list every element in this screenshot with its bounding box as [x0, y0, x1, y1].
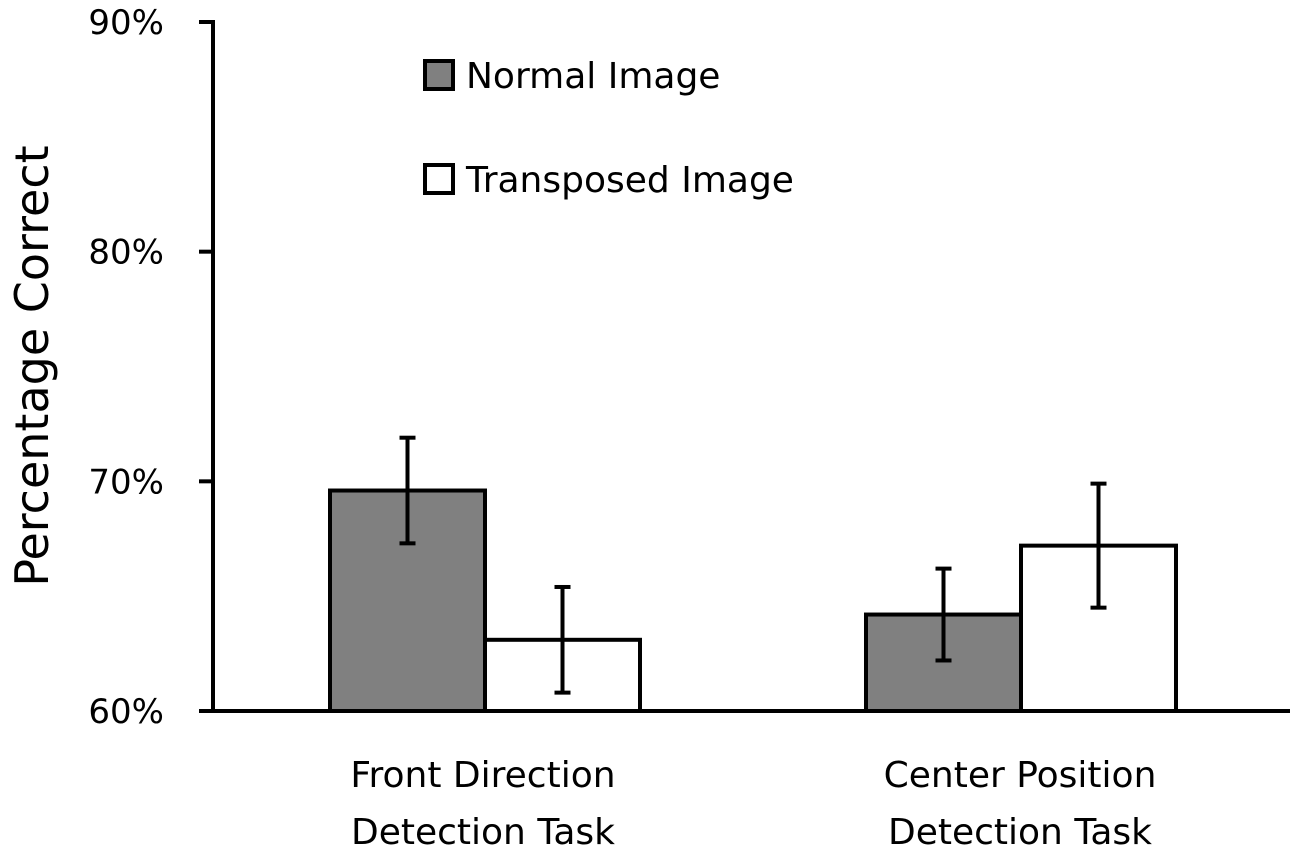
x-category-label: Center Position	[884, 755, 1157, 796]
x-category-label: Detection Task	[351, 812, 615, 853]
y-tick-label: 70%	[88, 462, 164, 502]
y-tick-label: 90%	[88, 3, 164, 43]
legend-swatch-transposed	[423, 163, 455, 195]
legend-label-transposed: Transposed Image	[465, 160, 794, 201]
legend-label-normal: Normal Image	[466, 56, 720, 97]
y-axis-title: Percentage Correct	[5, 145, 59, 586]
legend-swatch-normal	[423, 59, 455, 91]
plot-marks: 60% 70% 80% 90% Front Direction Detection Tas…	[88, 3, 1290, 853]
y-tick-label: 60%	[88, 692, 164, 732]
bar-transposed-2	[1019, 543, 1178, 714]
y-tick-label: 80%	[88, 233, 164, 273]
x-category-label: Front Direction	[350, 755, 615, 796]
x-category-label: Detection Task	[888, 812, 1152, 853]
